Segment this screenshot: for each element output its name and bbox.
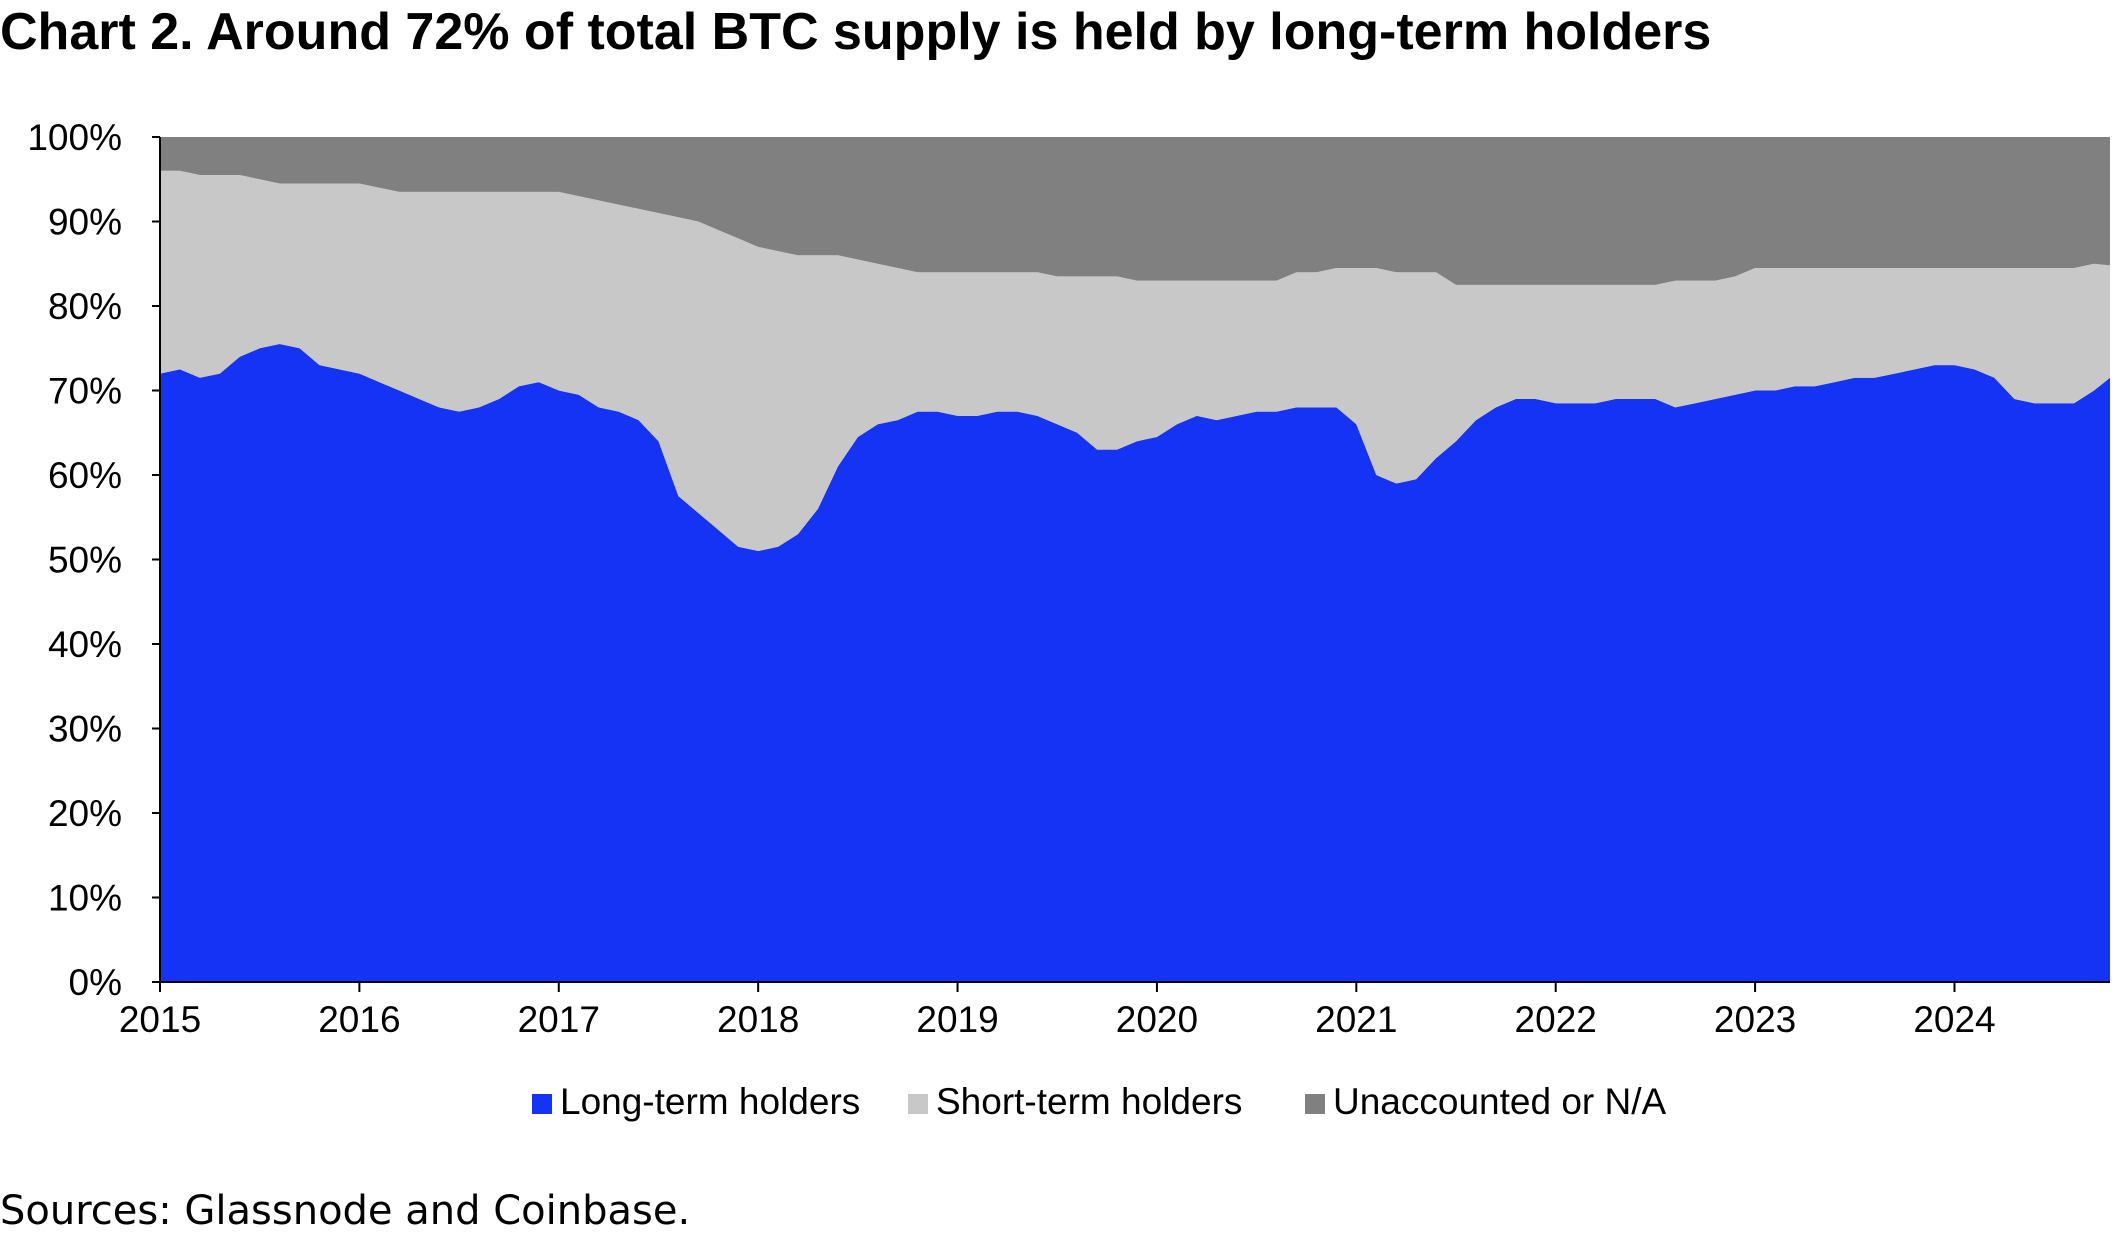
legend-swatch-unaccounted-or-n-a <box>1305 1094 1325 1114</box>
area-unaccounted-or-n-a <box>160 137 2110 285</box>
x-tick-label: 2015 <box>119 999 201 1040</box>
x-tick-label: 2021 <box>1315 999 1397 1040</box>
y-tick-label: 0% <box>69 962 122 1003</box>
legend-label-long-term-holders: Long-term holders <box>560 1081 860 1122</box>
y-tick-label: 40% <box>48 624 122 665</box>
legend: Long-term holders Short-term holders Unacc… <box>532 1081 1667 1122</box>
source-note: Sources: Glassnode and Coinbase. <box>0 1188 691 1234</box>
y-tick-label: 70% <box>48 371 122 412</box>
x-tick-label: 2016 <box>318 999 400 1040</box>
y-tick-label: 50% <box>48 540 122 581</box>
y-tick-label: 100% <box>27 117 122 158</box>
legend-label-short-term-holders: Short-term holders <box>936 1081 1242 1122</box>
x-tick-label: 2019 <box>916 999 998 1040</box>
y-tick-label: 90% <box>48 202 122 243</box>
axes: 0% 10% 20% 30% 40% 50% 60% 70% 80% 90% 100% 2015 201… <box>27 117 2110 1040</box>
y-tick-label: 10% <box>48 878 122 919</box>
y-tick-label: 60% <box>48 455 122 496</box>
x-tick-label: 2024 <box>1913 999 1995 1040</box>
y-tick-label: 20% <box>48 793 122 834</box>
legend-swatch-short-term-holders <box>908 1094 928 1114</box>
x-tick-label: 2020 <box>1116 999 1198 1040</box>
y-tick-label: 80% <box>48 286 122 327</box>
area-long-term-holders <box>160 344 2110 982</box>
stacked-areas <box>160 137 2110 982</box>
x-tick-label: 2018 <box>717 999 799 1040</box>
legend-label-unaccounted-or-n-a: Unaccounted or N/A <box>1333 1081 1667 1122</box>
x-tick-label: 2023 <box>1714 999 1796 1040</box>
legend-swatch-long-term-holders <box>532 1094 552 1114</box>
area-short-term-holders <box>160 170 2110 552</box>
x-tick-label: 2022 <box>1515 999 1597 1040</box>
y-tick-label: 30% <box>48 709 122 750</box>
chart-title: Chart 2. Around 72% of total BTC supply … <box>0 3 1712 61</box>
x-tick-label: 2017 <box>518 999 600 1040</box>
